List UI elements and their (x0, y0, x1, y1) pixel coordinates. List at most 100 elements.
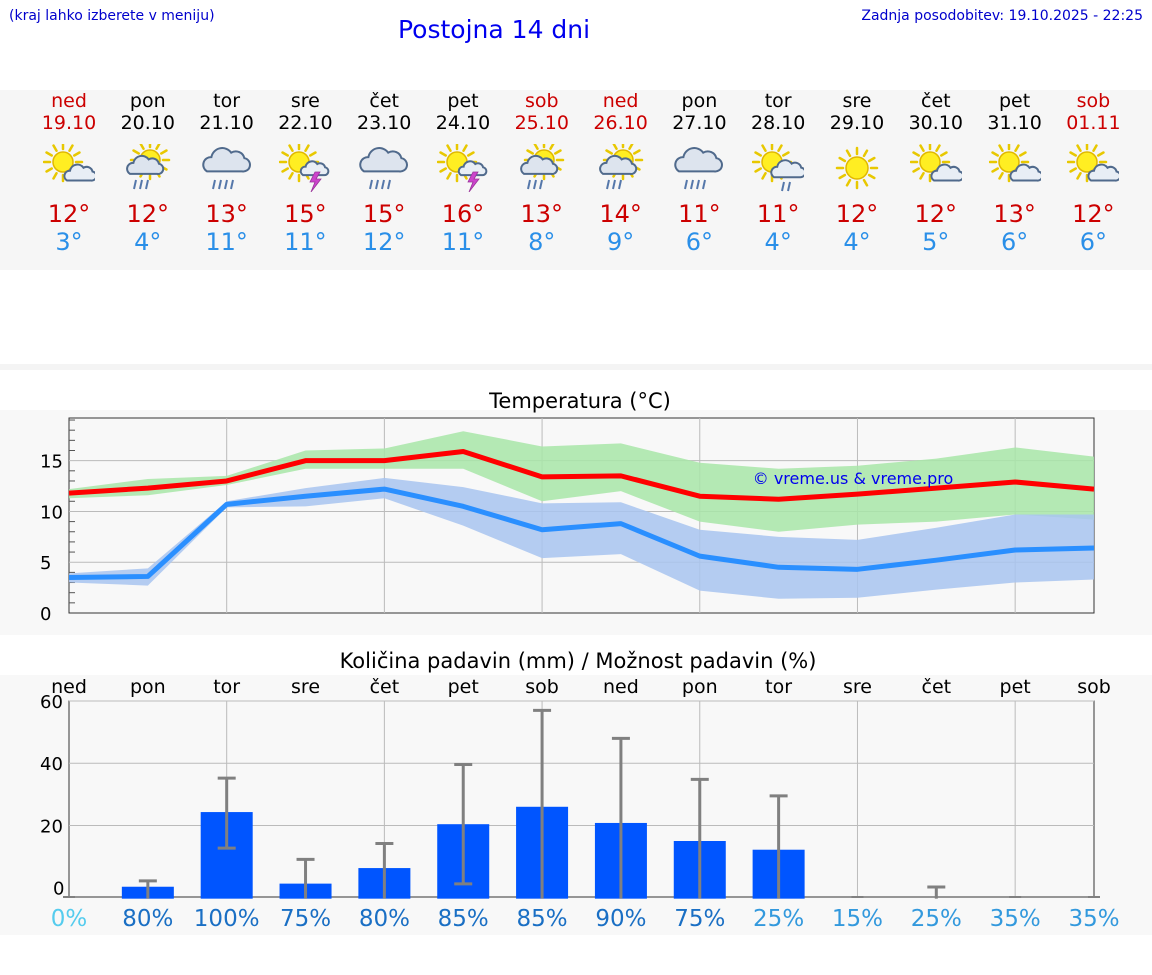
day-date: 27.10 (672, 112, 727, 134)
temp-max: 15° (284, 200, 327, 228)
day-card: pet 31.10 13° 6° (975, 90, 1055, 256)
temp-min: 4° (134, 228, 162, 256)
precip-chart-title: Količina padavin (mm) / Možnost padavin … (340, 649, 817, 673)
max-temp-line (68, 449, 1095, 502)
temp-min: 6° (1000, 228, 1029, 256)
page-title: Postojna 14 dni (398, 15, 591, 44)
temp-max: 12° (1072, 200, 1115, 228)
precip-probability: 85% (517, 906, 568, 932)
sun-thunder-icon (279, 144, 330, 192)
day-date: 28.10 (750, 112, 806, 134)
precip-probability: 100% (194, 906, 260, 932)
sun-cloud-icon (43, 144, 95, 183)
day-date: 26.10 (593, 112, 648, 134)
temp-min: 3° (55, 228, 83, 256)
temp-min: 5° (922, 228, 950, 256)
day-date: 22.10 (278, 112, 333, 134)
day-card: pet 24.10 16° 11° (423, 90, 503, 256)
precip-probability: 15% (832, 906, 883, 932)
precip-day-label: pet (448, 676, 479, 698)
day-name: sob (1076, 90, 1111, 112)
temp-max: 16° (441, 200, 485, 228)
divider (0, 364, 1152, 370)
day-date: 30.10 (908, 112, 963, 134)
precip-day-label: pet (1000, 676, 1031, 698)
day-name: ned (51, 90, 87, 112)
precip-day-label: čet (370, 676, 400, 698)
temp-ytick: 5 (40, 553, 51, 574)
sun-cloud-rain-icon (519, 144, 565, 190)
precip-day-label: pon (130, 676, 166, 698)
day-card: pon 27.10 11° 6° (659, 90, 739, 256)
precip-probability: 80% (122, 906, 173, 932)
day-card: ned 19.10 12° 3° (29, 90, 109, 256)
day-date: 20.10 (120, 112, 175, 134)
precip-day-label: sre (843, 676, 872, 698)
temp-max: 13° (520, 200, 564, 228)
precip-day-label: tor (213, 676, 240, 698)
day-card: tor 21.10 13° 11° (187, 90, 267, 256)
precip-day-label: sre (291, 676, 320, 698)
sun-cloud-icon (988, 144, 1041, 183)
precip-day-label: čet (922, 676, 952, 698)
sun-thunder-icon (437, 144, 488, 192)
day-date: 31.10 (987, 112, 1042, 134)
temp-max: 11° (756, 200, 800, 228)
last-update: Zadnja posodobitev: 19.10.2025 - 22:25 (861, 8, 1143, 24)
cloud-rain-icon (674, 147, 724, 190)
day-date: 25.10 (514, 112, 569, 134)
temp-ytick: 0 (40, 604, 51, 625)
precip-probability: 35% (990, 906, 1041, 932)
day-date: 19.10 (41, 112, 97, 134)
precip-day-label: sob (525, 676, 559, 698)
temp-min: 4° (764, 228, 792, 256)
temperature-chart-title: Temperatura (°C) (488, 389, 671, 413)
day-card: čet 30.10 12° 5° (896, 90, 976, 256)
precip-ytick: 0 (53, 879, 64, 900)
day-name: tor (213, 90, 241, 112)
watermark: © vreme.us & vreme.pro (753, 469, 954, 488)
day-name: pet (447, 90, 479, 112)
precip-day-label: ned (603, 676, 639, 698)
sun-cloud-rain-icon (598, 144, 643, 190)
temp-ytick: 15 (40, 452, 63, 473)
precip-probability: 90% (595, 906, 646, 932)
day-name: sre (842, 90, 872, 112)
sun-cloud-drizzle-icon (752, 144, 805, 192)
temp-max: 12° (126, 200, 170, 228)
precip-probability: 35% (1068, 906, 1119, 932)
precip-probability: 85% (438, 906, 489, 932)
temp-max: 12° (914, 200, 958, 228)
precip-probability: 75% (280, 906, 331, 932)
day-card: sre 29.10 12° 4° (817, 90, 897, 256)
temp-max: 11° (678, 200, 721, 228)
cloud-rain-icon (201, 147, 251, 190)
day-card: čet 23.10 15° 12° (344, 90, 424, 256)
temp-min: 12° (362, 228, 406, 256)
day-date: 29.10 (829, 112, 885, 134)
day-card: sob 25.10 13° 8° (502, 90, 582, 256)
day-name: čet (369, 90, 399, 112)
temp-min: 4° (843, 228, 871, 256)
sun-cloud-icon (1067, 144, 1120, 183)
day-date: 01.11 (1066, 112, 1121, 134)
precip-probability: 75% (674, 906, 725, 932)
day-date: 23.10 (356, 112, 412, 134)
day-name: tor (764, 90, 792, 112)
max-temp-range-band (69, 431, 1094, 532)
temp-max: 13° (205, 200, 248, 228)
sun-cloud-icon (909, 144, 962, 183)
temp-min: 11° (441, 228, 485, 256)
day-card: tor 28.10 11° 4° (738, 90, 818, 256)
precip-day-label: tor (765, 676, 792, 698)
temp-max: 15° (362, 200, 406, 228)
temp-max: 12° (835, 200, 879, 228)
temp-ytick: 10 (40, 502, 63, 523)
temp-min: 8° (528, 228, 556, 256)
day-name: pon (681, 90, 718, 112)
precip-probability: 0% (51, 906, 88, 932)
day-name: sob (525, 90, 559, 112)
day-name: pon (129, 90, 166, 112)
day-date: 24.10 (435, 112, 491, 134)
